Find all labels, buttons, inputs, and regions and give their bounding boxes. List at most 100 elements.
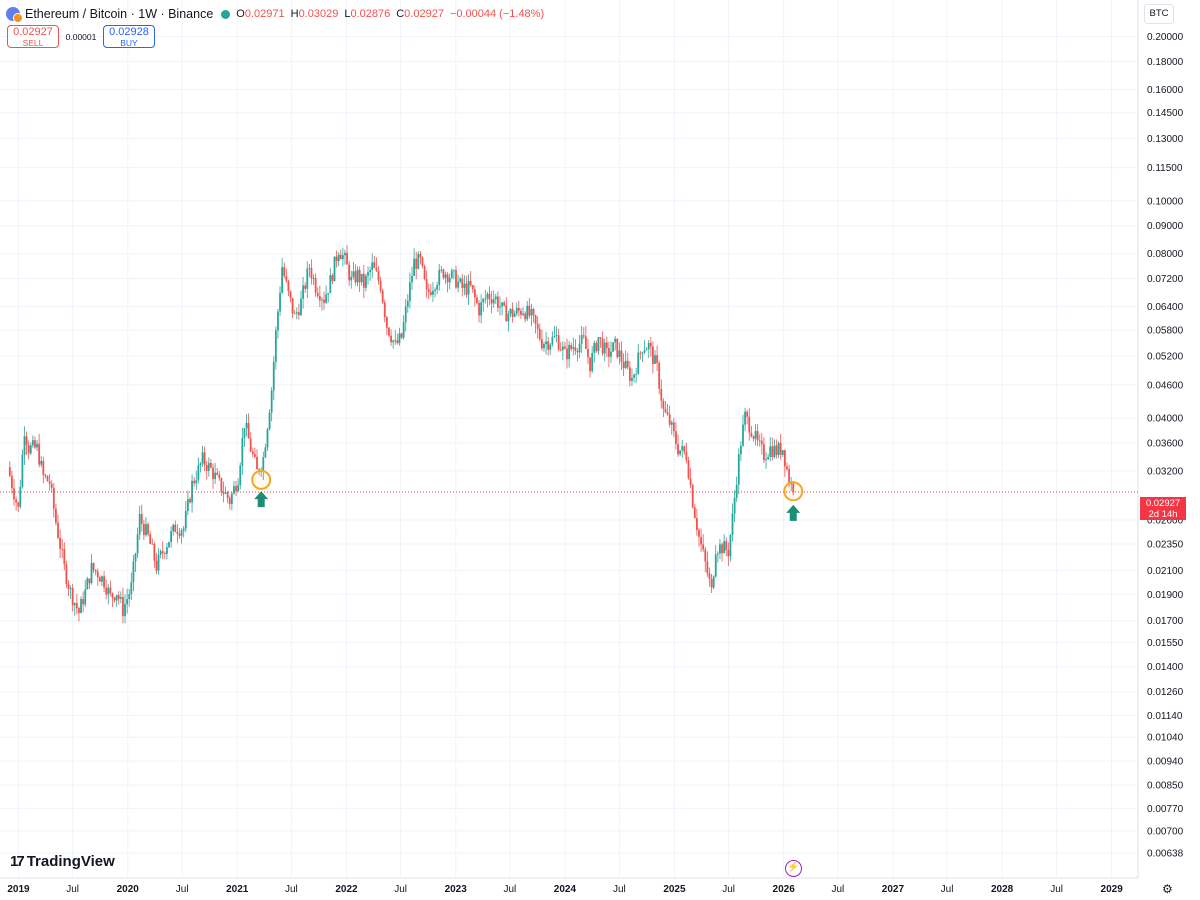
- candle-body: [210, 462, 212, 468]
- time-axis[interactable]: 2019 Jul 2020 Jul 2021 Jul 2022 Jul 2023 Jul 2024 J…: [7, 884, 1123, 895]
- candle-body: [698, 530, 700, 537]
- candle-body: [159, 551, 162, 555]
- candle-body: [465, 283, 468, 295]
- candle-body: [21, 454, 24, 487]
- candle-body: [744, 411, 746, 425]
- candle-body: [754, 431, 757, 439]
- candle-body: [411, 275, 413, 283]
- candle-body: [499, 306, 501, 308]
- candle-body: [559, 349, 562, 351]
- candle-body: [31, 440, 34, 446]
- candle-body: [492, 299, 495, 304]
- candle-body: [457, 281, 459, 288]
- candle-body: [618, 350, 621, 358]
- candle-body: [737, 454, 740, 485]
- candle-body: [251, 451, 254, 455]
- symbol-title[interactable]: Ethereum / Bitcoin · 1W · Binance: [25, 7, 214, 21]
- candle-body: [109, 587, 112, 594]
- candle-body: [226, 492, 229, 499]
- candle-body: [235, 486, 237, 492]
- candle-body: [480, 302, 483, 316]
- candle-body: [503, 302, 506, 306]
- candle-body: [534, 315, 537, 325]
- price-tick-label: 0.00638: [1147, 849, 1184, 860]
- candle-body: [742, 424, 744, 446]
- candle-body: [444, 274, 447, 278]
- time-tick-label: 2023: [445, 884, 468, 895]
- logo-text: TradingView: [26, 853, 115, 870]
- candle-body: [145, 524, 147, 536]
- candle-body: [111, 593, 114, 598]
- sell-button[interactable]: 0.02927 SELL: [7, 25, 59, 48]
- candle-body: [122, 597, 124, 617]
- candle-body: [304, 285, 307, 289]
- candle-body: [375, 267, 378, 271]
- candle-body: [595, 343, 598, 352]
- candle-body: [528, 305, 531, 316]
- candle-body: [520, 310, 522, 315]
- candle-body: [733, 497, 736, 514]
- candle-body: [38, 443, 41, 465]
- candle-body: [434, 289, 436, 291]
- candle-body: [494, 296, 497, 300]
- candle-body: [346, 252, 348, 265]
- time-tick-label: 2021: [226, 884, 249, 895]
- candle-body: [610, 351, 612, 357]
- price-tick-label: 0.01040: [1147, 733, 1184, 744]
- chart-annotations: [251, 469, 804, 521]
- candle-body: [207, 462, 210, 471]
- candle-body: [436, 285, 439, 290]
- buy-button[interactable]: 0.02928 BUY: [103, 25, 155, 48]
- time-tick-label: 2024: [554, 884, 577, 895]
- candle-body: [750, 432, 753, 437]
- marker-circle: [783, 481, 804, 502]
- candle-body: [228, 498, 231, 504]
- candle-body: [44, 475, 47, 477]
- candle-body: [658, 362, 661, 389]
- candle-body: [119, 597, 122, 599]
- candle-body: [576, 351, 579, 353]
- candle-body: [419, 254, 422, 258]
- candle-body: [230, 493, 233, 504]
- candle-body: [101, 576, 103, 582]
- candle-body: [385, 317, 388, 328]
- candle-body: [96, 571, 99, 578]
- candle-body: [603, 342, 606, 354]
- candle-body: [289, 291, 292, 299]
- candle-body: [729, 534, 732, 557]
- candle-body: [295, 312, 298, 314]
- candle-body: [788, 469, 790, 485]
- candle-body: [274, 330, 277, 362]
- candle-body: [128, 594, 131, 600]
- candle-body: [392, 340, 395, 343]
- candle-body: [547, 341, 550, 350]
- candle-body: [645, 349, 648, 351]
- close-value: 0.02927: [404, 8, 444, 20]
- candle-body: [15, 499, 18, 503]
- tradingview-logo[interactable]: 17 TradingView: [10, 853, 115, 870]
- candle-body: [409, 282, 411, 301]
- price-axis[interactable]: 0.20000 0.18000 0.16000 0.14500 0.13000 0.115…: [1147, 32, 1184, 860]
- candle-body: [599, 337, 602, 339]
- time-tick-label: 2027: [882, 884, 905, 895]
- candle-body: [746, 411, 749, 417]
- candle-body: [36, 443, 38, 448]
- candle-body: [446, 274, 449, 283]
- gear-icon[interactable]: ⚙: [1162, 882, 1173, 896]
- candle-body: [75, 603, 78, 609]
- up-arrow-marker: [786, 504, 801, 521]
- candle-body: [561, 346, 564, 351]
- candle-body: [455, 270, 457, 288]
- candle-body: [683, 446, 686, 452]
- last-price-tag: 0.02927 2d 14h: [1140, 497, 1186, 520]
- currency-button[interactable]: BTC: [1144, 4, 1174, 24]
- candle-body: [505, 305, 508, 322]
- bolt-icon[interactable]: ⚡: [785, 860, 802, 877]
- candle-body: [279, 292, 281, 312]
- candle-body: [50, 483, 53, 488]
- price-tick-label: 0.09000: [1147, 221, 1184, 232]
- candle-body: [432, 290, 434, 295]
- candle-body: [421, 257, 424, 267]
- candlestick-series: [8, 245, 795, 624]
